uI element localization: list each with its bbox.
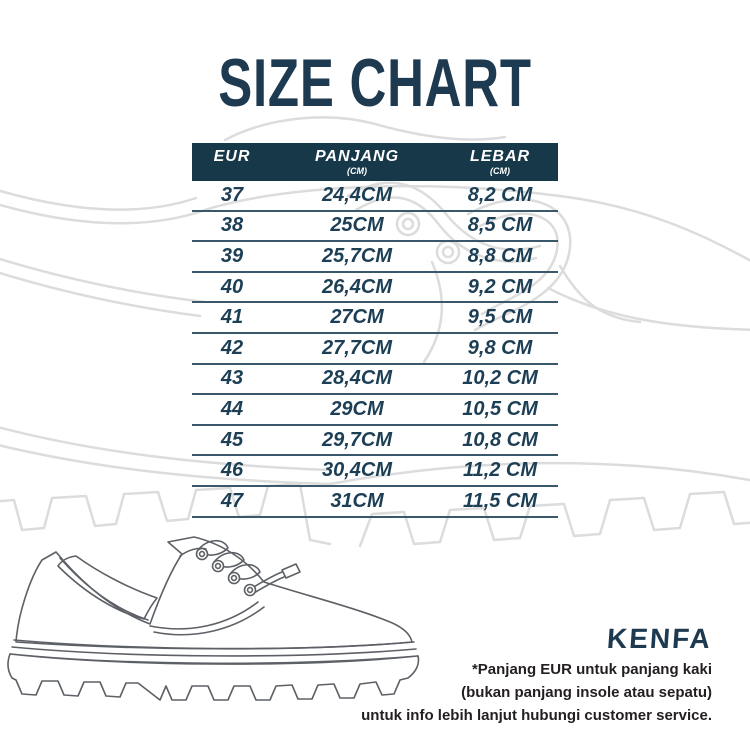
table-row: 47 31CM 11,5 CM xyxy=(192,487,558,518)
cell-lebar: 8,8 CM xyxy=(467,244,533,267)
brand-logo: KENFA xyxy=(606,623,714,654)
cell-lebar: 8,5 CM xyxy=(467,214,533,237)
cell-panjang: 31CM xyxy=(330,489,384,512)
table-body: 37 24,4CM 8,2 CM 38 25CM 8,5 CM 39 25,7C… xyxy=(192,181,558,518)
tread-pattern-right xyxy=(358,490,750,548)
cell-lebar: 9,2 CM xyxy=(467,275,533,298)
cell-eur: 45 xyxy=(220,428,244,451)
cell-panjang: 28,4CM xyxy=(321,367,393,390)
cell-lebar: 9,5 CM xyxy=(467,306,533,329)
cell-eur: 39 xyxy=(220,244,244,267)
cell-eur: 40 xyxy=(220,275,244,298)
header-label: PANJANG xyxy=(314,147,400,165)
header-panjang: PANJANG (CM) xyxy=(272,147,442,176)
cell-panjang: 29CM xyxy=(330,397,384,420)
cell-lebar: 9,8 CM xyxy=(467,336,533,359)
page-title: SIZE CHART xyxy=(218,45,532,121)
cell-lebar: 11,5 CM xyxy=(462,489,538,512)
footnote-line-3: untuk info lebih lanjut hubungi customer… xyxy=(361,707,712,724)
table-row: 42 27,7CM 9,8 CM xyxy=(192,334,558,365)
table-row: 43 28,4CM 10,2 CM xyxy=(192,365,558,396)
cell-lebar: 10,8 CM xyxy=(462,428,538,451)
cell-eur: 37 xyxy=(220,183,244,206)
faint-sketch-lines xyxy=(0,116,750,548)
header-unit: (CM) xyxy=(490,165,510,176)
cell-panjang: 24,4CM xyxy=(321,183,393,206)
table-header-row: EUR PANJANG (CM) LEBAR (CM) xyxy=(192,143,558,181)
cell-panjang: 27CM xyxy=(330,306,384,329)
table-row: 45 29,7CM 10,8 CM xyxy=(192,426,558,457)
table-row: 38 25CM 8,5 CM xyxy=(192,212,558,243)
cell-panjang: 25CM xyxy=(330,214,384,237)
table-row: 39 25,7CM 8,8 CM xyxy=(192,242,558,273)
table-row: 37 24,4CM 8,2 CM xyxy=(192,181,558,212)
table-row: 41 27CM 9,5 CM xyxy=(192,303,558,334)
cell-lebar: 10,5 CM xyxy=(462,397,538,420)
footnote-line-2: (bukan panjang insole atau sepatu) xyxy=(461,684,712,701)
cell-panjang: 27,7CM xyxy=(321,336,393,359)
cell-lebar: 11,2 CM xyxy=(462,459,538,482)
cell-panjang: 30,4CM xyxy=(321,459,393,482)
header-lebar: LEBAR (CM) xyxy=(442,147,558,176)
cell-eur: 42 xyxy=(220,336,244,359)
cell-lebar: 10,2 CM xyxy=(462,367,538,390)
cell-lebar: 8,2 CM xyxy=(467,183,533,206)
header-eur: EUR xyxy=(192,147,272,176)
cell-eur: 46 xyxy=(220,459,244,482)
size-chart-table: EUR PANJANG (CM) LEBAR (CM) 37 24,4CM 8,… xyxy=(192,143,558,518)
header-unit: (CM) xyxy=(347,165,367,176)
header-label: LEBAR xyxy=(469,147,531,165)
cell-panjang: 29,7CM xyxy=(321,428,393,451)
tread-pattern-left xyxy=(0,482,332,546)
derby-shoe-line-art-icon xyxy=(7,536,420,701)
cell-eur: 44 xyxy=(220,397,244,420)
table-row: 46 30,4CM 11,2 CM xyxy=(192,456,558,487)
cell-eur: 38 xyxy=(220,214,244,237)
cell-eur: 41 xyxy=(220,306,244,329)
header-label: EUR xyxy=(213,147,251,165)
footnote: *Panjang EUR untuk panjang kaki (bukan p… xyxy=(361,658,712,727)
table-row: 40 26,4CM 9,2 CM xyxy=(192,273,558,304)
cell-eur: 47 xyxy=(220,489,244,512)
cell-panjang: 26,4CM xyxy=(321,275,393,298)
table-row: 44 29CM 10,5 CM xyxy=(192,395,558,426)
cell-eur: 43 xyxy=(220,367,244,390)
footnote-line-1: *Panjang EUR untuk panjang kaki xyxy=(471,661,712,678)
cell-panjang: 25,7CM xyxy=(321,244,393,267)
